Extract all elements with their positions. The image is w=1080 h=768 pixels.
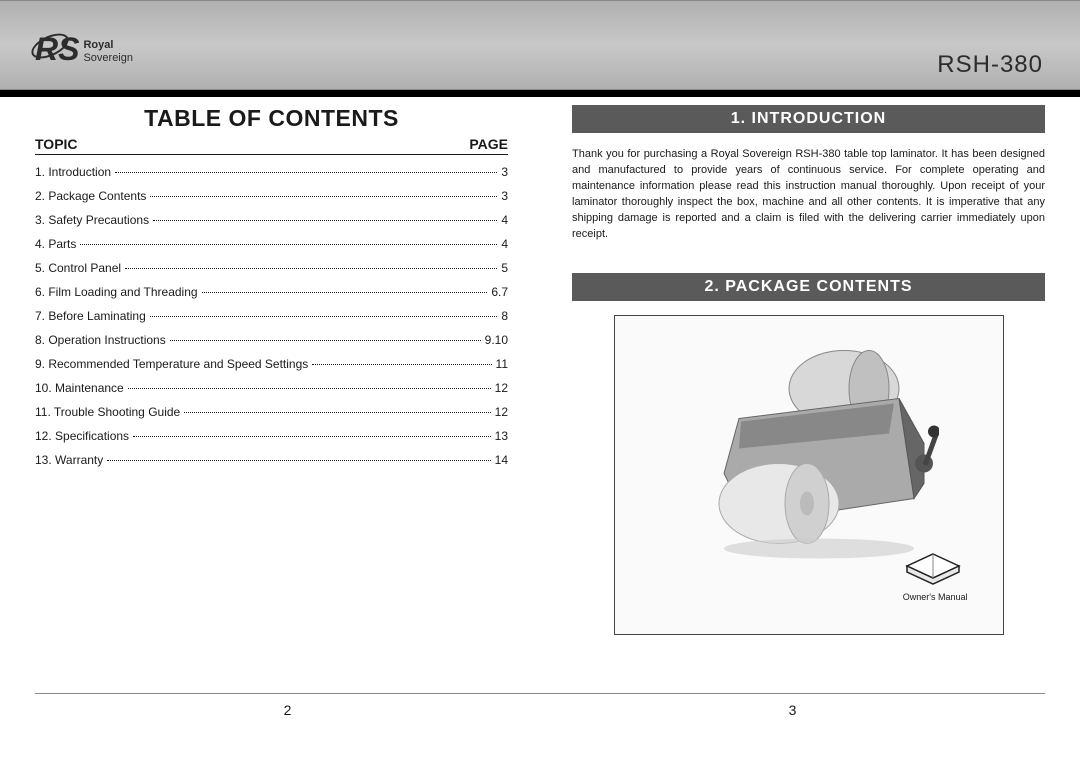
toc-topic-header: TOPIC xyxy=(35,136,78,152)
toc-item-page: 12 xyxy=(495,381,508,395)
toc-item-label: 2. Package Contents xyxy=(35,189,146,203)
logo: RS Royal Sovereign xyxy=(35,31,133,68)
toc-dots xyxy=(312,364,491,365)
content-area: TABLE OF CONTENTS TOPIC PAGE 1. Introduc… xyxy=(0,97,1080,687)
toc-item: 5. Control Panel 5 xyxy=(35,261,508,275)
toc-item: 13. Warranty 14 xyxy=(35,453,508,467)
toc-item-page: 13 xyxy=(495,429,508,443)
toc-item-page: 12 xyxy=(495,405,508,419)
toc-list: 1. Introduction 32. Package Contents 33.… xyxy=(35,165,508,467)
logo-line2: Sovereign xyxy=(83,52,133,64)
toc-item-label: 1. Introduction xyxy=(35,165,111,179)
toc-item-label: 10. Maintenance xyxy=(35,381,124,395)
toc-item-page: 11 xyxy=(496,357,508,371)
toc-dots xyxy=(128,388,491,389)
toc-item-label: 7. Before Laminating xyxy=(35,309,146,323)
left-column: TABLE OF CONTENTS TOPIC PAGE 1. Introduc… xyxy=(35,105,540,687)
footer-divider xyxy=(35,693,1045,694)
introduction-body: Thank you for purchasing a Royal Soverei… xyxy=(572,147,1045,243)
header-bar: RS Royal Sovereign RSH-380 xyxy=(0,0,1080,90)
toc-item: 11. Trouble Shooting Guide 12 xyxy=(35,405,508,419)
section-header-package-contents: 2. PACKAGE CONTENTS xyxy=(572,273,1045,301)
toc-dots xyxy=(153,220,497,221)
toc-dots xyxy=(150,196,497,197)
owners-manual-label: Owner's Manual xyxy=(903,592,968,602)
toc-item: 2. Package Contents 3 xyxy=(35,189,508,203)
toc-item-page: 6.7 xyxy=(491,285,508,299)
toc-item: 4. Parts 4 xyxy=(35,237,508,251)
toc-dots xyxy=(184,412,490,413)
toc-dots xyxy=(80,244,497,245)
toc-item: 1. Introduction 3 xyxy=(35,165,508,179)
toc-item: 3. Safety Precautions 4 xyxy=(35,213,508,227)
page-number-right: 3 xyxy=(540,702,1045,718)
toc-dots xyxy=(115,172,497,173)
toc-item-page: 4 xyxy=(501,213,508,227)
toc-item-page: 8 xyxy=(501,309,508,323)
divider-bar xyxy=(0,90,1080,97)
toc-dots xyxy=(125,268,497,269)
toc-item: 8. Operation Instructions 9.10 xyxy=(35,333,508,347)
toc-item: 12. Specifications 13 xyxy=(35,429,508,443)
model-number: RSH-380 xyxy=(937,51,1043,79)
toc-dots xyxy=(133,436,491,437)
toc-item: 7. Before Laminating 8 xyxy=(35,309,508,323)
toc-item-page: 4 xyxy=(501,237,508,251)
toc-page-header: PAGE xyxy=(469,136,508,152)
toc-item-page: 3 xyxy=(501,165,508,179)
page-numbers: 2 3 xyxy=(35,702,1045,718)
section-header-introduction: 1. INTRODUCTION xyxy=(572,105,1045,133)
laminator-image xyxy=(679,343,939,568)
toc-item-label: 8. Operation Instructions xyxy=(35,333,166,347)
toc-item-label: 13. Warranty xyxy=(35,453,103,467)
logo-line1: Royal xyxy=(83,39,133,51)
toc-dots xyxy=(107,460,490,461)
toc-item: 9. Recommended Temperature and Speed Set… xyxy=(35,357,508,371)
toc-dots xyxy=(150,316,498,317)
toc-item-label: 5. Control Panel xyxy=(35,261,121,275)
toc-dots xyxy=(202,292,488,293)
toc-item-label: 3. Safety Precautions xyxy=(35,213,149,227)
toc-title: TABLE OF CONTENTS xyxy=(35,105,508,132)
owners-manual-icon: Owner's Manual xyxy=(903,552,968,602)
toc-item-page: 9.10 xyxy=(485,333,508,347)
page-number-left: 2 xyxy=(35,702,540,718)
toc-item-label: 6. Film Loading and Threading xyxy=(35,285,198,299)
toc-item: 6. Film Loading and Threading 6.7 xyxy=(35,285,508,299)
toc-header-row: TOPIC PAGE xyxy=(35,136,508,155)
logo-text: Royal Sovereign xyxy=(83,39,133,63)
toc-item-page: 5 xyxy=(501,261,508,275)
toc-item-label: 12. Specifications xyxy=(35,429,129,443)
package-contents-box: Owner's Manual xyxy=(614,315,1004,635)
toc-item-label: 9. Recommended Temperature and Speed Set… xyxy=(35,357,308,371)
right-column: 1. INTRODUCTION Thank you for purchasing… xyxy=(540,105,1045,687)
toc-item-page: 3 xyxy=(501,189,508,203)
toc-item-label: 4. Parts xyxy=(35,237,76,251)
toc-item: 10. Maintenance 12 xyxy=(35,381,508,395)
page-footer: 2 3 xyxy=(0,693,1080,718)
manual-shape-icon xyxy=(903,552,963,588)
logo-mark: RS xyxy=(35,31,79,68)
toc-item-label: 11. Trouble Shooting Guide xyxy=(35,405,180,419)
toc-dots xyxy=(170,340,481,341)
toc-item-page: 14 xyxy=(495,453,508,467)
